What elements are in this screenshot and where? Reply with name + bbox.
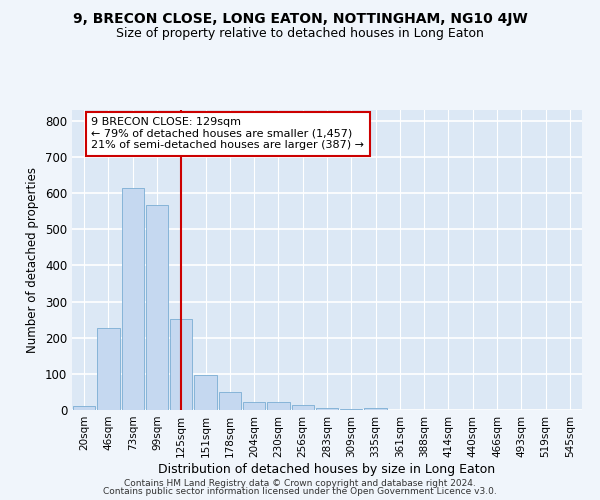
Bar	[316, 408, 338, 410]
Bar	[194, 375, 217, 410]
Bar	[218, 392, 241, 410]
Bar	[122, 188, 144, 410]
Text: Contains HM Land Registry data © Crown copyright and database right 2024.: Contains HM Land Registry data © Crown c…	[124, 478, 476, 488]
Bar	[340, 408, 362, 410]
Text: 9 BRECON CLOSE: 129sqm
← 79% of detached houses are smaller (1,457)
21% of semi-: 9 BRECON CLOSE: 129sqm ← 79% of detached…	[91, 117, 364, 150]
Text: Size of property relative to detached houses in Long Eaton: Size of property relative to detached ho…	[116, 28, 484, 40]
Y-axis label: Number of detached properties: Number of detached properties	[26, 167, 40, 353]
Text: 9, BRECON CLOSE, LONG EATON, NOTTINGHAM, NG10 4JW: 9, BRECON CLOSE, LONG EATON, NOTTINGHAM,…	[73, 12, 527, 26]
Bar	[267, 402, 290, 410]
Bar	[243, 402, 265, 410]
Bar	[146, 205, 168, 410]
X-axis label: Distribution of detached houses by size in Long Eaton: Distribution of detached houses by size …	[158, 462, 496, 475]
Bar	[292, 405, 314, 410]
Bar	[97, 328, 119, 410]
Bar	[170, 319, 193, 410]
Text: Contains public sector information licensed under the Open Government Licence v3: Contains public sector information licen…	[103, 487, 497, 496]
Bar	[73, 406, 95, 410]
Bar	[364, 408, 387, 410]
